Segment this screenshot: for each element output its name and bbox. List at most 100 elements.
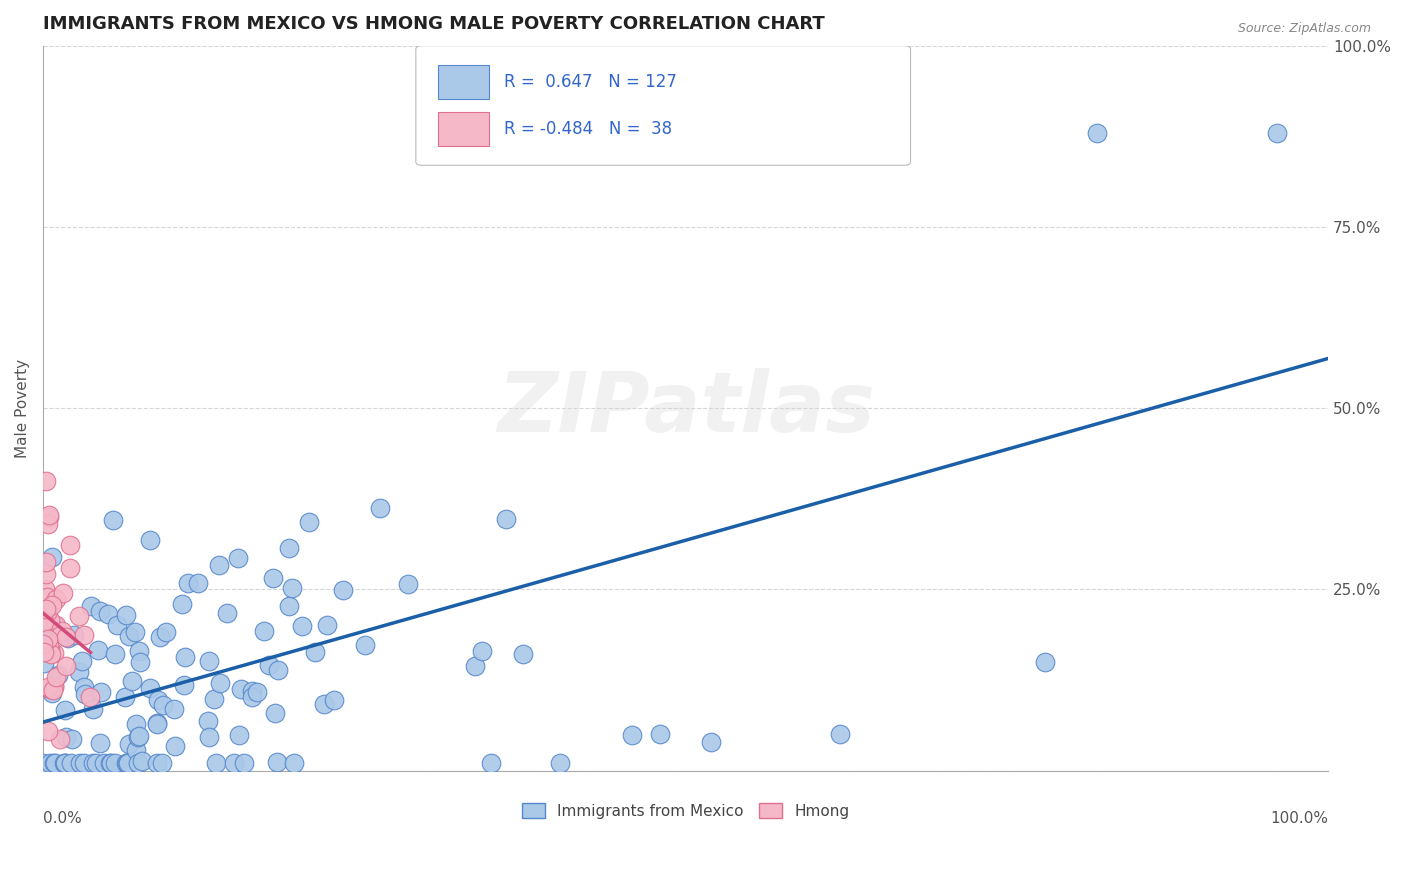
Point [197, 714, 219, 728]
Point [198, 730, 221, 744]
Point [118, 629, 141, 643]
Point [146, 716, 169, 731]
Point [53, 703, 76, 717]
Point [35, 602, 58, 616]
Point [90, 685, 112, 699]
Point [187, 575, 209, 590]
Point [35, 567, 58, 582]
Text: ZIPatlas: ZIPatlas [496, 368, 875, 449]
Point [176, 576, 198, 591]
Point [39, 613, 62, 627]
Point [205, 756, 228, 771]
FancyBboxPatch shape [437, 64, 489, 99]
Point [53, 756, 76, 771]
Point [316, 618, 339, 632]
Point [128, 729, 150, 743]
Point [202, 691, 225, 706]
Point [38, 508, 60, 522]
Point [226, 551, 249, 566]
Point [35, 474, 58, 488]
Point [38, 638, 60, 652]
Point [67, 665, 90, 679]
Point [152, 756, 174, 771]
Point [495, 512, 517, 526]
Point [55, 659, 77, 673]
Point [63, 628, 86, 642]
Point [117, 756, 139, 771]
Point [103, 756, 125, 771]
Point [1035, 655, 1057, 669]
Text: IMMIGRANTS FROM MEXICO VS HMONG MALE POVERTY CORRELATION CHART: IMMIGRANTS FROM MEXICO VS HMONG MALE POV… [44, 15, 825, 33]
Point [117, 756, 139, 771]
Point [32, 637, 55, 651]
Point [45, 591, 67, 606]
Point [55, 730, 77, 744]
Point [60, 731, 83, 746]
Point [548, 756, 571, 771]
Point [42, 680, 65, 694]
Point [323, 693, 346, 707]
Point [222, 756, 245, 771]
Point [59, 560, 82, 574]
Point [209, 675, 232, 690]
Point [37, 633, 59, 648]
Text: Source: ZipAtlas.com: Source: ZipAtlas.com [1237, 22, 1371, 36]
Point [84, 756, 107, 771]
Point [240, 690, 263, 705]
Text: R =  0.647   N = 127: R = 0.647 N = 127 [505, 73, 678, 91]
Point [34, 656, 56, 670]
Point [127, 731, 149, 745]
Point [69, 756, 91, 771]
Point [290, 619, 312, 633]
Point [277, 541, 299, 555]
Point [38, 756, 60, 771]
Point [38, 681, 60, 696]
Point [100, 756, 122, 771]
Legend: Immigrants from Mexico, Hmong: Immigrants from Mexico, Hmong [516, 797, 855, 825]
Point [152, 698, 174, 713]
Point [32, 756, 55, 771]
Point [67, 608, 90, 623]
Point [72, 756, 94, 771]
Point [125, 717, 148, 731]
Point [215, 606, 238, 620]
Point [44, 756, 66, 771]
Point [53, 756, 76, 771]
Point [55, 630, 77, 644]
Point [124, 625, 146, 640]
Point [42, 646, 65, 660]
Point [828, 727, 851, 741]
Text: 0.0%: 0.0% [44, 811, 82, 826]
Point [51, 624, 73, 638]
Point [37, 603, 59, 617]
Point [89, 736, 111, 750]
Y-axis label: Male Poverty: Male Poverty [15, 359, 30, 458]
Point [139, 681, 162, 695]
Point [37, 724, 59, 739]
Point [262, 571, 284, 585]
Point [41, 549, 63, 564]
Point [34, 582, 56, 597]
Point [89, 604, 111, 618]
Point [264, 706, 287, 720]
Point [155, 625, 177, 640]
Point [173, 678, 195, 692]
Point [34, 645, 56, 659]
Point [41, 599, 63, 613]
Point [104, 647, 127, 661]
Point [42, 682, 65, 697]
Point [1085, 126, 1108, 140]
Point [45, 618, 67, 632]
Point [246, 684, 269, 698]
Point [38, 510, 60, 524]
Point [60, 756, 83, 771]
Point [479, 756, 502, 771]
Point [93, 756, 115, 771]
Point [59, 538, 82, 552]
Point [139, 533, 162, 548]
Point [79, 690, 101, 705]
Point [207, 558, 229, 572]
Point [170, 597, 193, 611]
Point [149, 630, 172, 644]
Point [146, 716, 169, 731]
